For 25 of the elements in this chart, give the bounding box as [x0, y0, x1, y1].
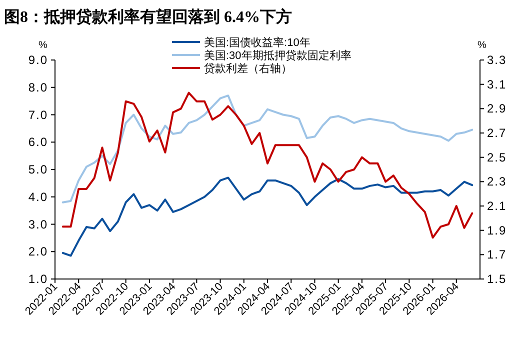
y2-tick-label: 3.3: [487, 53, 507, 67]
y-tick-label: 8.0: [28, 80, 48, 94]
y-tick-label: 4.0: [28, 190, 48, 204]
y2-tick-label: 2.7: [487, 126, 507, 140]
chart-title: 图8：抵押贷款利率有望回落到 6.4%下方: [4, 7, 292, 26]
y-tick-label: 3.0: [28, 217, 48, 232]
y-tick-label: 2.0: [28, 244, 48, 259]
legend-label: 贷款利差（右轴）: [204, 62, 292, 75]
y2-tick-label: 2.9: [487, 102, 507, 116]
y2-tick-label: 1.9: [487, 223, 507, 238]
y-tick-label: 7.0: [28, 108, 48, 122]
y2-tick-label: 1.7: [487, 248, 507, 262]
y2-tick-label: 3.1: [487, 77, 507, 92]
y-tick-label: 1.0: [28, 272, 48, 286]
y2-tick-label: 2.1: [487, 199, 507, 213]
legend-label: 美国:30年期抵押贷款固定利率: [204, 49, 352, 62]
y-tick-label: 5.0: [28, 162, 48, 176]
y2-axis-title: %: [478, 40, 487, 51]
y-axis-title: %: [38, 40, 48, 51]
y2-tick-label: 2.3: [487, 174, 507, 189]
y2-tick-label: 1.5: [487, 272, 507, 286]
legend-label: 美国:国债收益率:10年: [204, 36, 310, 49]
y2-tick-label: 2.5: [487, 150, 507, 164]
y-tick-label: 9.0: [28, 53, 48, 67]
y-tick-label: 6.0: [28, 135, 48, 150]
